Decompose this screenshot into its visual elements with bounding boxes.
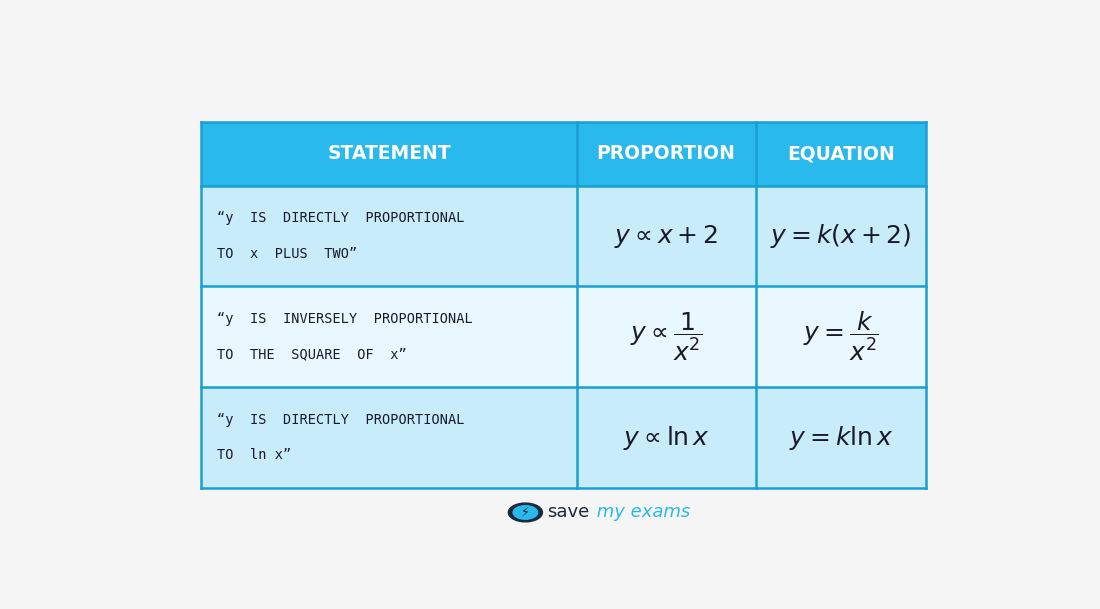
Text: my exams: my exams (591, 504, 691, 521)
Text: TO  x  PLUS  TWO”: TO x PLUS TWO” (217, 247, 358, 261)
Text: $y \propto \ln x$: $y \propto \ln x$ (623, 424, 710, 452)
Text: $y=k\ln x$: $y=k\ln x$ (789, 424, 893, 452)
Text: $y=k(x+2)$: $y=k(x+2)$ (770, 222, 912, 250)
Circle shape (513, 505, 538, 519)
Text: ⚡: ⚡ (521, 506, 530, 519)
Text: $y \propto \dfrac{1}{x^2}$: $y \propto \dfrac{1}{x^2}$ (629, 311, 703, 363)
Text: TO  ln x”: TO ln x” (217, 448, 292, 462)
Circle shape (508, 503, 542, 522)
FancyBboxPatch shape (201, 286, 926, 387)
Text: “y  IS  DIRECTLY  PROPORTIONAL: “y IS DIRECTLY PROPORTIONAL (217, 211, 464, 225)
Text: save: save (547, 504, 589, 521)
Text: $y \propto x+2$: $y \propto x+2$ (614, 222, 718, 250)
Text: PROPORTION: PROPORTION (596, 144, 736, 163)
Text: “y  IS  DIRECTLY  PROPORTIONAL: “y IS DIRECTLY PROPORTIONAL (217, 413, 464, 427)
Text: EQUATION: EQUATION (786, 144, 894, 163)
FancyBboxPatch shape (201, 186, 926, 286)
Text: TO  THE  SQUARE  OF  x”: TO THE SQUARE OF x” (217, 348, 407, 362)
FancyBboxPatch shape (201, 387, 926, 488)
Text: STATEMENT: STATEMENT (327, 144, 451, 163)
FancyBboxPatch shape (201, 122, 926, 186)
Text: “y  IS  INVERSELY  PROPORTIONAL: “y IS INVERSELY PROPORTIONAL (217, 312, 473, 326)
Text: $y= \dfrac{k}{x^2}$: $y= \dfrac{k}{x^2}$ (803, 310, 879, 364)
